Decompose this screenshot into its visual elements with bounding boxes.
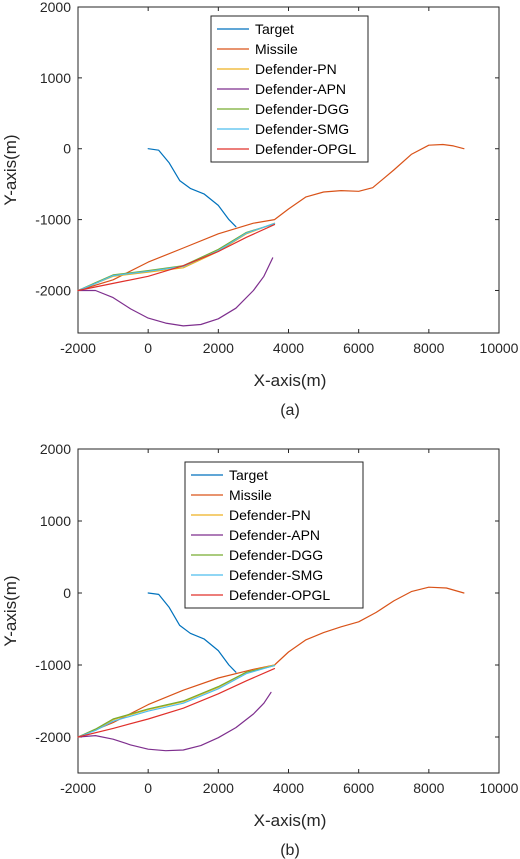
x-tick-label: 10000 <box>480 340 519 356</box>
chart-panel-a: -2000 0 2000 4000 6000 8000 10000 -2000 -1000 0 10… <box>1 0 519 419</box>
legend-label: Defender-OPGL <box>229 587 330 603</box>
legend-label: Defender-APN <box>255 81 346 97</box>
x-tick-label: -2000 <box>60 340 96 356</box>
y-tick-label: -1000 <box>35 212 71 228</box>
x-tick-label: 6000 <box>343 780 374 796</box>
panel-caption: (b) <box>280 842 300 859</box>
x-tick-label: -2000 <box>60 780 96 796</box>
chart-panel-b: -2000 0 2000 4000 6000 8000 10000 -2000 -1000 0 10… <box>1 441 519 859</box>
x-tick-label: 10000 <box>480 780 519 796</box>
series-line-missile <box>77 143 465 292</box>
x-axis-label: X-axis(m) <box>254 811 327 830</box>
series-line-defender-apn <box>77 691 272 752</box>
panel-caption: (a) <box>280 402 300 419</box>
legend-label: Missile <box>229 487 272 503</box>
x-tick-label: 8000 <box>413 780 444 796</box>
x-tick-label: 0 <box>144 340 152 356</box>
y-tick-label: -2000 <box>35 729 71 745</box>
y-tick-label: -2000 <box>35 282 71 298</box>
legend-label: Defender-PN <box>229 507 311 523</box>
legend-label: Defender-SMG <box>255 121 349 137</box>
legend-label: Missile <box>255 41 298 57</box>
legend-label: Defender-OPGL <box>255 141 356 157</box>
y-axis-label: Y-axis(m) <box>1 134 20 205</box>
x-tick-label: 4000 <box>273 340 304 356</box>
x-tick-label: 0 <box>144 780 152 796</box>
legend-label: Target <box>229 467 268 483</box>
series-line-target <box>147 148 237 228</box>
x-tick-label: 6000 <box>343 340 374 356</box>
legend-label: Target <box>255 21 294 37</box>
series-line-defender-dgg <box>77 223 276 292</box>
series-line-defender-opgl <box>77 668 276 738</box>
legend-label: Defender-PN <box>255 61 337 77</box>
x-tick-label: 4000 <box>273 780 304 796</box>
series-line-missile <box>77 586 465 738</box>
legend-label: Defender-DGG <box>255 101 349 117</box>
y-tick-label: 1000 <box>40 513 71 529</box>
legend-label: Defender-DGG <box>229 547 323 563</box>
series-line-defender-opgl <box>77 224 276 292</box>
legend-box <box>210 15 369 163</box>
series-line-defender-dgg <box>77 665 276 738</box>
legend-label: Defender-SMG <box>229 567 323 583</box>
series-line-defender-smg <box>77 664 276 738</box>
y-tick-label: 2000 <box>40 441 71 457</box>
y-tick-label: 0 <box>63 141 71 157</box>
x-tick-label: 8000 <box>413 340 444 356</box>
y-tick-label: 0 <box>63 585 71 601</box>
x-tick-label: 2000 <box>203 340 234 356</box>
series-line-defender-apn <box>77 257 274 327</box>
y-axis-label: Y-axis(m) <box>1 575 20 646</box>
x-tick-label: 2000 <box>203 780 234 796</box>
y-tick-label: -1000 <box>35 657 71 673</box>
x-axis-label: X-axis(m) <box>254 371 327 390</box>
legend-label: Defender-APN <box>229 527 320 543</box>
y-tick-label: 1000 <box>40 70 71 86</box>
y-tick-label: 2000 <box>40 0 71 15</box>
series-line-defender-smg <box>77 222 276 292</box>
series-line-target <box>147 592 237 673</box>
